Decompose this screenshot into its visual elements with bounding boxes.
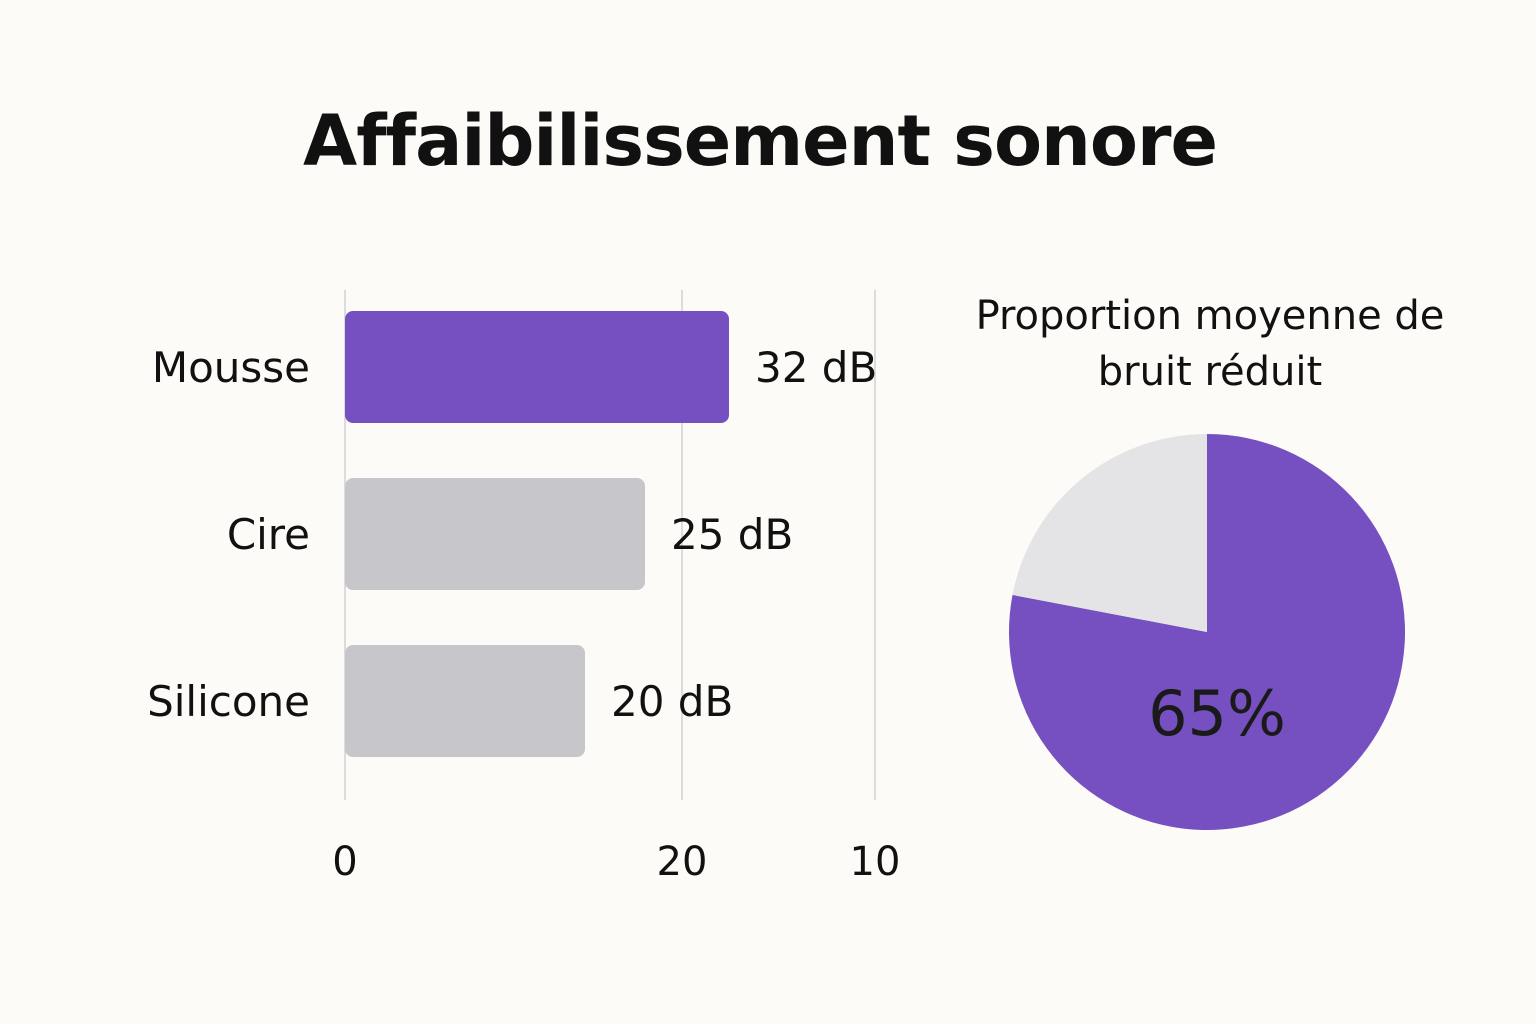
category-label: Mousse <box>152 343 310 392</box>
x-tick-label: 10 <box>850 839 901 885</box>
category-label: Silicone <box>147 677 310 726</box>
pie-center-label: 65% <box>1148 677 1286 750</box>
bar-mousse <box>345 311 729 423</box>
chart-title: Affaibilissement sonore <box>303 100 1218 182</box>
value-label: 25 dB <box>671 510 793 559</box>
value-label: 20 dB <box>611 677 733 726</box>
bar-cire <box>345 478 645 590</box>
pie-slice-restant <box>1012 434 1207 632</box>
category-label: Cire <box>227 510 310 559</box>
bar-silicone <box>345 645 585 757</box>
pie-title: Proportion moyenne de bruit réduit <box>975 293 1445 395</box>
value-label: 32 dB <box>755 343 877 392</box>
x-tick-label: 0 <box>332 839 357 885</box>
x-tick-label: 20 <box>657 839 708 885</box>
